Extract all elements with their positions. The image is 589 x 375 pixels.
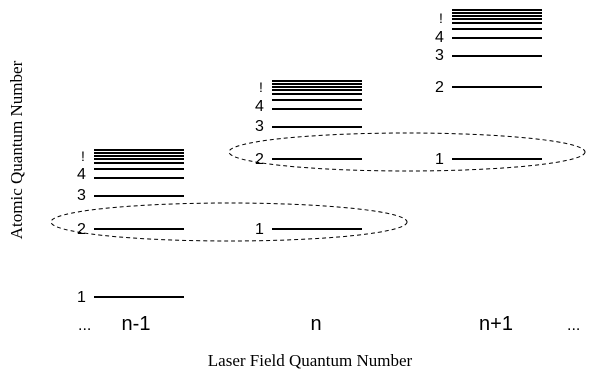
resonance-ellipse-upper [228,132,586,172]
level-label-1: 1 [255,221,264,238]
level-label-limit: ! [439,10,443,26]
level-label-limit: ! [81,148,85,164]
column-label-n-plus-1: n+1 [479,313,513,335]
level-label-4: 4 [77,166,86,183]
level-label-2: 2 [435,79,444,96]
ellipsis-right: ... [567,317,580,334]
level-label-limit: ! [259,79,263,95]
level-label-4: 4 [435,29,444,46]
level-group-n: 1 2 3 4 ! [255,79,362,238]
level-label-3: 3 [255,118,264,135]
level-label-4: 4 [255,98,264,115]
level-label-1: 1 [77,289,86,306]
level-label-3: 3 [77,187,86,204]
level-label-1: 1 [435,151,444,168]
level-label-2: 2 [255,151,264,168]
level-group-n-minus-1: 1 2 3 4 ! [77,148,184,306]
resonance-ellipse-lower [50,202,408,242]
column-label-n-minus-1: n-1 [122,313,151,335]
column-label-n: n [310,313,321,335]
level-label-2: 2 [77,221,86,238]
level-group-n-plus-1: 1 2 3 4 ! [435,9,542,168]
ellipsis-left: ... [78,317,91,334]
level-label-3: 3 [435,47,444,64]
x-axis-label: Laser Field Quantum Number [208,351,413,370]
y-axis-label: Atomic Quantum Number [7,60,26,239]
